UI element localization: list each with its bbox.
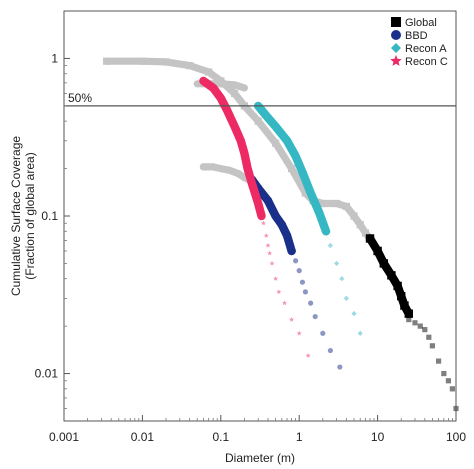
series-recon-c-highlight [199, 76, 266, 221]
data-point [436, 358, 442, 364]
x-tick-label: 100 [446, 430, 466, 444]
data-point [282, 300, 288, 306]
x-axis-label: Diameter (m) [225, 451, 295, 465]
data-point [293, 258, 299, 264]
y-tick-label: 1 [51, 51, 58, 65]
data-point [441, 370, 447, 377]
data-point [267, 250, 273, 256]
data-point [343, 295, 350, 301]
legend-label: Recon C [405, 56, 448, 68]
data-point [296, 330, 302, 336]
data-point [449, 386, 456, 392]
x-tick-label: 1 [296, 430, 303, 444]
y-axis-label: Cumulative Surface Coverage [9, 136, 23, 296]
data-point [260, 220, 266, 226]
fifty-percent-label: 50% [68, 91, 92, 105]
series-line [247, 175, 296, 256]
series-bbd-tail [293, 258, 343, 370]
series-global-background [103, 57, 374, 243]
legend-marker-recon-a [391, 43, 401, 53]
data-point [296, 268, 302, 274]
data-point [426, 334, 432, 340]
series-line [103, 57, 374, 243]
legend-label: BBD [405, 30, 428, 42]
y-axis: 1 0.1 0.01 [35, 51, 70, 409]
data-point [305, 353, 311, 358]
series-line [199, 76, 266, 221]
series-line [199, 163, 255, 185]
series-global-highlight [365, 234, 413, 318]
x-tick-label: 0.1 [212, 430, 229, 444]
x-tick-label: 0.001 [49, 430, 79, 444]
legend-label: Global [405, 17, 437, 29]
data-point [276, 289, 282, 294]
data-point [269, 260, 275, 266]
y-tick-label: 0.01 [35, 367, 59, 381]
data-point [357, 330, 363, 336]
data-point [351, 311, 357, 317]
data-point [265, 242, 271, 248]
legend-label: Recon A [405, 43, 447, 55]
data-point [302, 289, 309, 295]
x-axis: 0.001 0.01 0.1 1 10 100 [49, 415, 466, 444]
legend-marker-global [391, 17, 401, 27]
data-point [312, 313, 318, 320]
series-recon-c-tail [260, 220, 311, 358]
data-point [429, 343, 435, 349]
series-global-tail [406, 317, 459, 412]
data-point [327, 242, 333, 249]
data-point [320, 330, 326, 336]
data-point [412, 320, 418, 326]
series-line [365, 234, 413, 318]
series-bbd-background [199, 163, 255, 185]
data-point [445, 378, 452, 384]
data-point [417, 323, 423, 329]
data-point [289, 317, 295, 322]
data-point [263, 233, 269, 238]
y-axis-sublabel: (Fraction of global area) [23, 152, 37, 279]
data-point [339, 276, 345, 282]
data-point [299, 279, 306, 285]
data-point [308, 300, 314, 306]
legend-marker-bbd [391, 30, 401, 40]
series-recon-a-tail [327, 242, 363, 336]
legend-marker-recon-c [390, 55, 402, 66]
data-point [422, 327, 428, 333]
data-point [334, 260, 340, 267]
x-tick-label: 10 [371, 430, 385, 444]
data-point [337, 364, 343, 370]
series-line [254, 101, 331, 236]
x-tick-label: 0.01 [131, 430, 155, 444]
y-tick-label: 0.1 [41, 209, 58, 223]
data-point [327, 347, 333, 354]
plot-area [103, 57, 459, 412]
data-point [406, 317, 412, 323]
data-point [273, 276, 279, 281]
